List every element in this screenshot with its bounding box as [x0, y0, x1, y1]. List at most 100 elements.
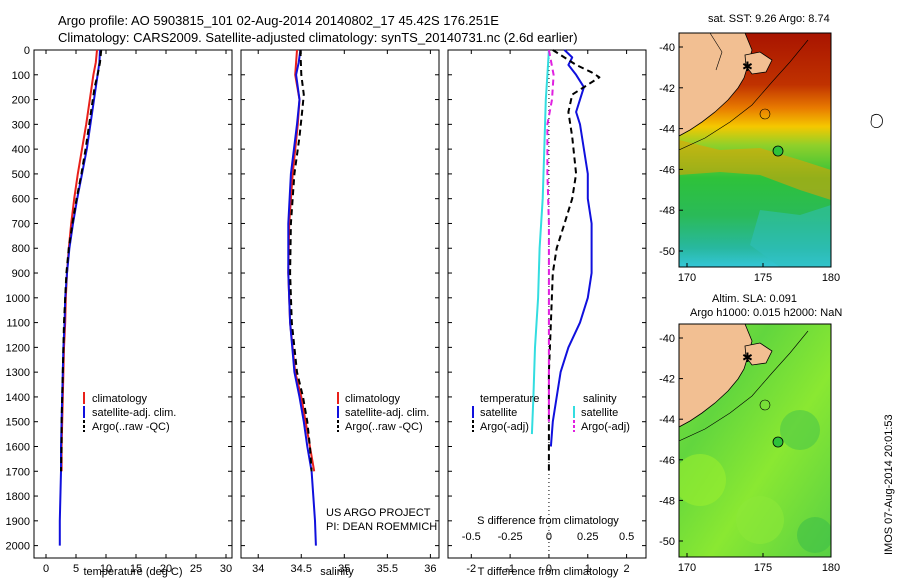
series-line-satellite-adj-clim: [287, 49, 317, 546]
map-y-tick-label: -40: [659, 42, 675, 54]
legend-label-climatology: climatology: [345, 393, 401, 405]
y-tick-label: 200: [12, 95, 30, 107]
map-y-tick-label: -42: [659, 83, 675, 95]
peninsula-land: [744, 51, 773, 75]
new-zealand-land: [679, 324, 753, 428]
x-tick-label: 30: [220, 563, 232, 575]
x-tick-label: 20: [160, 563, 172, 575]
bathymetry-ring: [759, 399, 771, 411]
x2-tick-label: 0.25: [577, 531, 598, 543]
sla-map-title-2: Argo h1000: 0.015 h2000: NaN: [690, 307, 842, 319]
y-tick-label: 2000: [6, 541, 30, 553]
map-y-tick-label: -44: [659, 414, 675, 426]
difference-axes-box: [447, 49, 647, 559]
series-line-satellite-temperature: [549, 49, 593, 447]
y-tick-label: 700: [12, 218, 30, 230]
difference-panel: -2 -1 0 1 2 -0.5 -0.25 0 0.25 0.5 temperature sal…: [447, 49, 647, 578]
map-y-tick-label: -46: [659, 455, 675, 467]
sla-blob: [780, 410, 820, 450]
sst-map: sat. SST: 9.26 Argo: 8.74 ✱ -40 -42 -44 -46…: [659, 13, 883, 284]
header-line-1: Argo profile: AO 5903815_101 02-Aug-2014…: [58, 13, 499, 28]
x2-tick-label: -0.5: [462, 531, 481, 543]
y-tick-label: 0: [24, 45, 30, 57]
difference-xlabel-top: S difference from climatology: [477, 515, 619, 527]
x-tick-label: 0: [546, 563, 552, 575]
sla-blob: [797, 517, 831, 553]
sla-map-frame: [678, 323, 832, 558]
map-y-tick-label: -50: [659, 246, 675, 258]
legend-label-s-argo: Argo(-adj): [581, 421, 630, 433]
map-y-tick-label: -48: [659, 495, 675, 507]
sst-map-title: sat. SST: 9.26 Argo: 8.74: [708, 13, 830, 25]
x-tick-label: 15: [130, 563, 142, 575]
y-tick-label: 1900: [6, 516, 30, 528]
legend-label-argo: Argo(..raw -QC): [345, 421, 423, 433]
argo-float-marker: [772, 436, 784, 448]
map-x-tick-label: 170: [678, 272, 696, 284]
sla-map-title-1: Altim. SLA: 0.091: [712, 293, 797, 305]
y-tick-label: 1400: [6, 392, 30, 404]
legend-title-temperature: temperature: [480, 393, 539, 405]
y-tick-label: 1100: [6, 318, 30, 330]
timestamp-stamp: IMOS 07-Aug-2014 20:01:53: [883, 414, 895, 555]
legend-label-satellite: satellite-adj. clim.: [345, 407, 429, 419]
difference-legend: temperature salinity satellite Argo(-adj…: [472, 393, 630, 433]
map-y-tick-label: -46: [659, 164, 675, 176]
series-line-argo-raw-qc: [60, 49, 103, 472]
map-x-tick-label: 175: [754, 562, 772, 574]
sst-warm-tongue: [679, 140, 831, 200]
salinity-xlabel: salinity: [320, 566, 354, 578]
y-tick-label: 1500: [6, 417, 30, 429]
y-tick-label: 900: [12, 268, 30, 280]
sst-map-ticks: -40 -42 -44 -46 -48 -50 170 175 180: [659, 42, 840, 284]
x-tick-label: 35: [338, 563, 350, 575]
y-tick-label: 300: [12, 119, 30, 131]
map-y-tick-label: -48: [659, 205, 675, 217]
x-tick-label: 10: [100, 563, 112, 575]
peninsula-land: [744, 342, 773, 366]
temperature-lines: [58, 49, 103, 546]
sst-cool-patch: [750, 205, 831, 267]
x-tick-label: 0: [43, 563, 49, 575]
x-tick-label: 1: [585, 563, 591, 575]
y-tick-label: 100: [12, 70, 30, 82]
project-annotation-1: US ARGO PROJECT: [326, 507, 431, 519]
legend-title-salinity: salinity: [583, 393, 617, 405]
sla-blob: [679, 454, 726, 506]
y-tick-label: 1600: [6, 441, 30, 453]
map-x-tick-label: 180: [822, 272, 840, 284]
salinity-legend: climatology satellite-adj. clim. Argo(..…: [337, 392, 429, 433]
project-annotation-2: PI: DEAN ROEMMICH: [326, 521, 437, 533]
x-tick-label: 36: [424, 563, 436, 575]
salinity-ticks: 34 34.5 35 35.5 36: [241, 49, 439, 575]
map-x-tick-label: 170: [678, 562, 696, 574]
x-tick-label: 5: [73, 563, 79, 575]
salinity-axes-box: [240, 49, 440, 559]
y-tick-label: 1700: [6, 466, 30, 478]
temperature-xlabel: temperature (deg C): [83, 566, 182, 578]
sla-map-ticks: -40 -42 -44 -46 -48 -50 170 175 180: [659, 333, 840, 574]
y-tick-label: 500: [12, 169, 30, 181]
legend-label-satellite: satellite-adj. clim.: [92, 407, 176, 419]
x2-tick-label: 0: [546, 531, 552, 543]
x-tick-label: 35.5: [377, 563, 398, 575]
sla-map: Altim. SLA: 0.091 Argo h1000: 0.015 h200…: [659, 293, 842, 574]
difference-ticks: -2 -1 0 1 2 -0.5 -0.25 0 0.25 0.5: [448, 49, 646, 575]
y-tick-label: 400: [12, 144, 30, 156]
new-zealand-land: [679, 33, 753, 137]
shelf-contour: [679, 330, 809, 442]
sst-map-frame: [678, 32, 832, 268]
city-marker: ✱: [742, 350, 753, 365]
temperature-axes-box: [33, 49, 233, 559]
x2-tick-label: 0.5: [619, 531, 634, 543]
x-tick-label: 25: [190, 563, 202, 575]
series-line-argo-adj-temperature: [547, 49, 601, 472]
legend-label-t-satellite: satellite: [480, 407, 517, 419]
sla-blob: [736, 496, 784, 544]
y-tick-label: 800: [12, 243, 30, 255]
shelf-contour: [679, 39, 809, 151]
map-x-tick-label: 175: [754, 272, 772, 284]
map-y-tick-label: -50: [659, 536, 675, 548]
map-y-tick-label: -42: [659, 374, 675, 386]
